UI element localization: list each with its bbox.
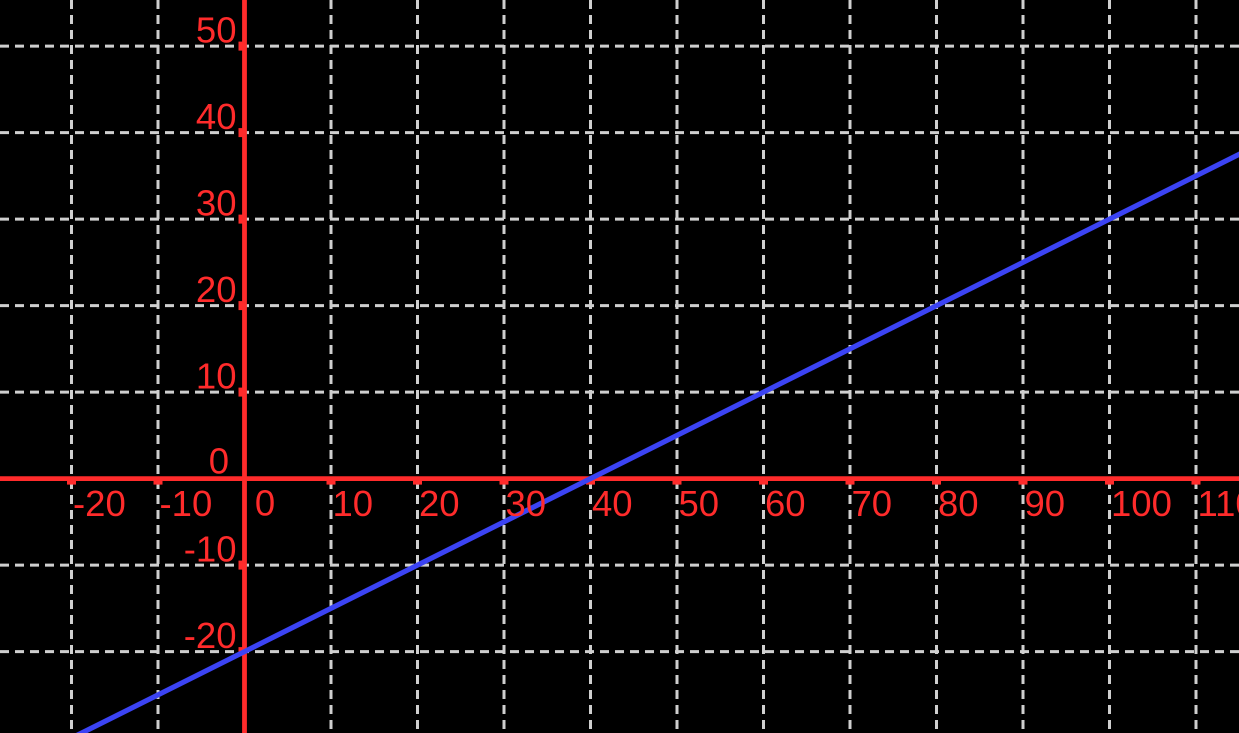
svg-text:30: 30 [196, 183, 237, 224]
svg-text:0: 0 [255, 483, 275, 524]
svg-text:40: 40 [592, 483, 633, 524]
svg-text:50: 50 [679, 483, 720, 524]
svg-text:0: 0 [209, 441, 229, 482]
svg-text:60: 60 [765, 483, 806, 524]
svg-text:-10: -10 [160, 483, 213, 524]
svg-text:80: 80 [938, 483, 979, 524]
svg-text:100: 100 [1111, 483, 1172, 524]
svg-text:-20: -20 [73, 483, 126, 524]
svg-text:10: 10 [196, 356, 237, 397]
svg-text:50: 50 [196, 10, 237, 51]
svg-text:-10: -10 [184, 529, 237, 570]
svg-text:-20: -20 [184, 615, 237, 656]
svg-text:40: 40 [196, 96, 237, 137]
svg-text:30: 30 [506, 483, 547, 524]
svg-text:90: 90 [1025, 483, 1066, 524]
svg-text:70: 70 [852, 483, 893, 524]
svg-text:110: 110 [1198, 483, 1239, 524]
svg-text:10: 10 [333, 483, 374, 524]
svg-text:20: 20 [196, 269, 237, 310]
svg-text:20: 20 [419, 483, 460, 524]
